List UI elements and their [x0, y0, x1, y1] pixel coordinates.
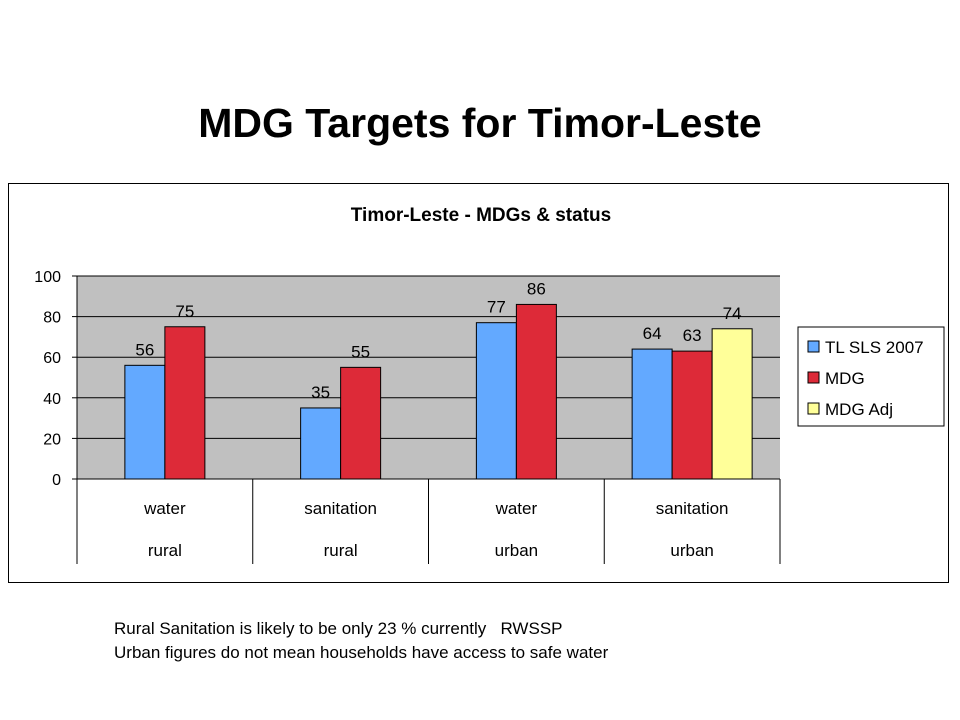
slide-notes: Rural Sanitation is likely to be only 23…: [114, 617, 608, 665]
legend-swatch: [807, 371, 820, 384]
chart-frame: Timor-Leste - MDGs & status 0 20 40 60 80 100…: [8, 183, 949, 583]
bar: [475, 322, 517, 480]
legend-swatch: [807, 402, 820, 415]
slide-title: MDG Targets for Timor-Leste: [198, 100, 762, 146]
y-tick-label: 60: [43, 350, 61, 367]
bar: [671, 350, 713, 480]
note-line: Urban figures do not mean households hav…: [114, 643, 609, 662]
data-label: 64: [643, 324, 662, 343]
data-label: 35: [311, 383, 330, 402]
data-label: 56: [135, 340, 154, 359]
data-label: 74: [723, 304, 742, 323]
chart-title: Timor-Leste - MDGs & status: [351, 205, 611, 226]
x-group-label: rural: [148, 541, 182, 560]
y-tick-label: 100: [34, 269, 61, 286]
data-label: 86: [527, 279, 546, 298]
bar: [340, 366, 382, 480]
bar: [711, 328, 753, 480]
y-tick-label: 0: [52, 472, 61, 489]
x-group-label: urban: [670, 541, 713, 560]
x-tick-label: water: [143, 499, 186, 518]
data-label: 77: [487, 298, 506, 317]
y-tick-label: 40: [43, 391, 61, 408]
x-group-label: rural: [324, 541, 358, 560]
note-line: Rural Sanitation is likely to be only 23…: [114, 619, 563, 638]
legend: [797, 326, 945, 427]
bar: [300, 407, 342, 480]
y-tick-label: 80: [43, 310, 61, 327]
x-tick-label: water: [495, 499, 538, 518]
data-label: 55: [351, 342, 370, 361]
legend-label: MDG: [825, 369, 865, 388]
x-tick-label: sanitation: [656, 499, 729, 518]
x-group-label: urban: [495, 541, 538, 560]
legend-label: TL SLS 2007: [825, 338, 924, 357]
bar: [631, 348, 673, 480]
bar: [515, 303, 557, 480]
y-tick-label: 20: [43, 431, 61, 448]
bar: [124, 364, 166, 480]
data-label: 63: [683, 326, 702, 345]
x-tick-label: sanitation: [304, 499, 377, 518]
data-label: 75: [175, 302, 194, 321]
legend-swatch: [807, 340, 820, 353]
chart: Timor-Leste - MDGs & status 0 20 40 60 80 100…: [34, 205, 945, 564]
legend-label: MDG Adj: [825, 400, 893, 419]
bar: [164, 326, 206, 480]
